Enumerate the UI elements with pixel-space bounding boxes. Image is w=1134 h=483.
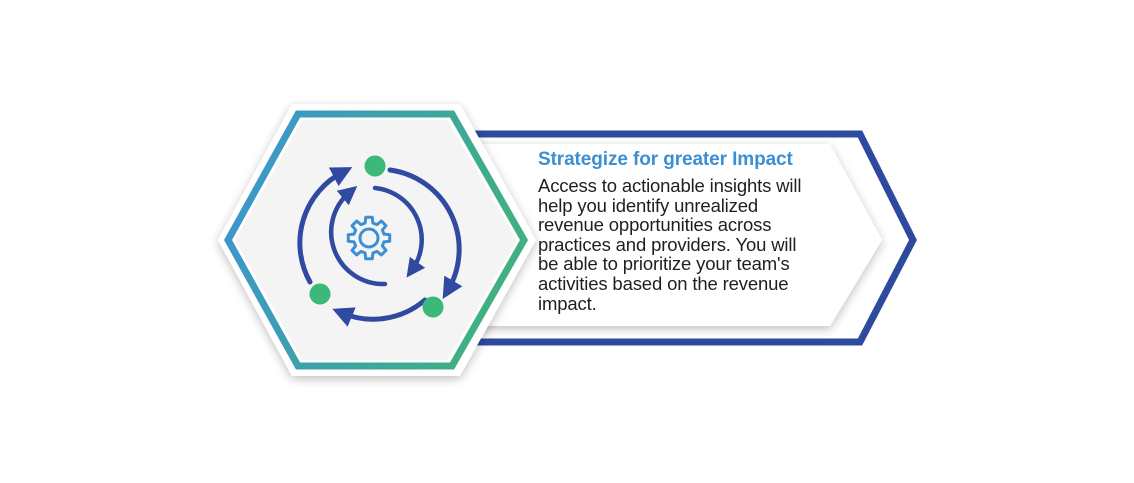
inner-arc-left	[328, 185, 388, 287]
green-dot-right	[422, 296, 444, 318]
outer-arc-right	[387, 167, 463, 300]
card-body-line: practices and providers. You will	[538, 233, 797, 255]
strategy-cycle-gear-icon	[297, 155, 463, 327]
card-body: Access to actionable insights will help …	[538, 176, 868, 313]
hexagon-fill	[235, 120, 517, 360]
card-body-line: Access to actionable insights will	[538, 175, 802, 196]
card-body-line: impact.	[538, 292, 597, 314]
card-text: Strategize for greater Impact Access to …	[538, 149, 868, 313]
outer-arc-top-left	[297, 167, 353, 285]
card-body-line: help you identify unrealized	[538, 194, 759, 216]
green-dot-top	[364, 155, 386, 177]
arrow-card-panel	[445, 144, 882, 326]
outer-arc-bottom	[332, 297, 428, 327]
hexagon-border	[223, 110, 529, 370]
card-title: Strategize for greater Impact	[538, 149, 793, 170]
inner-arc-right	[372, 185, 426, 278]
green-dot-left	[309, 283, 331, 305]
card-body-line: revenue opportunities across	[538, 214, 772, 236]
card-body-line: be able to prioritize your team's	[538, 253, 790, 275]
card-body-line: activities based on the revenue	[538, 272, 789, 294]
gear-icon	[346, 215, 392, 261]
